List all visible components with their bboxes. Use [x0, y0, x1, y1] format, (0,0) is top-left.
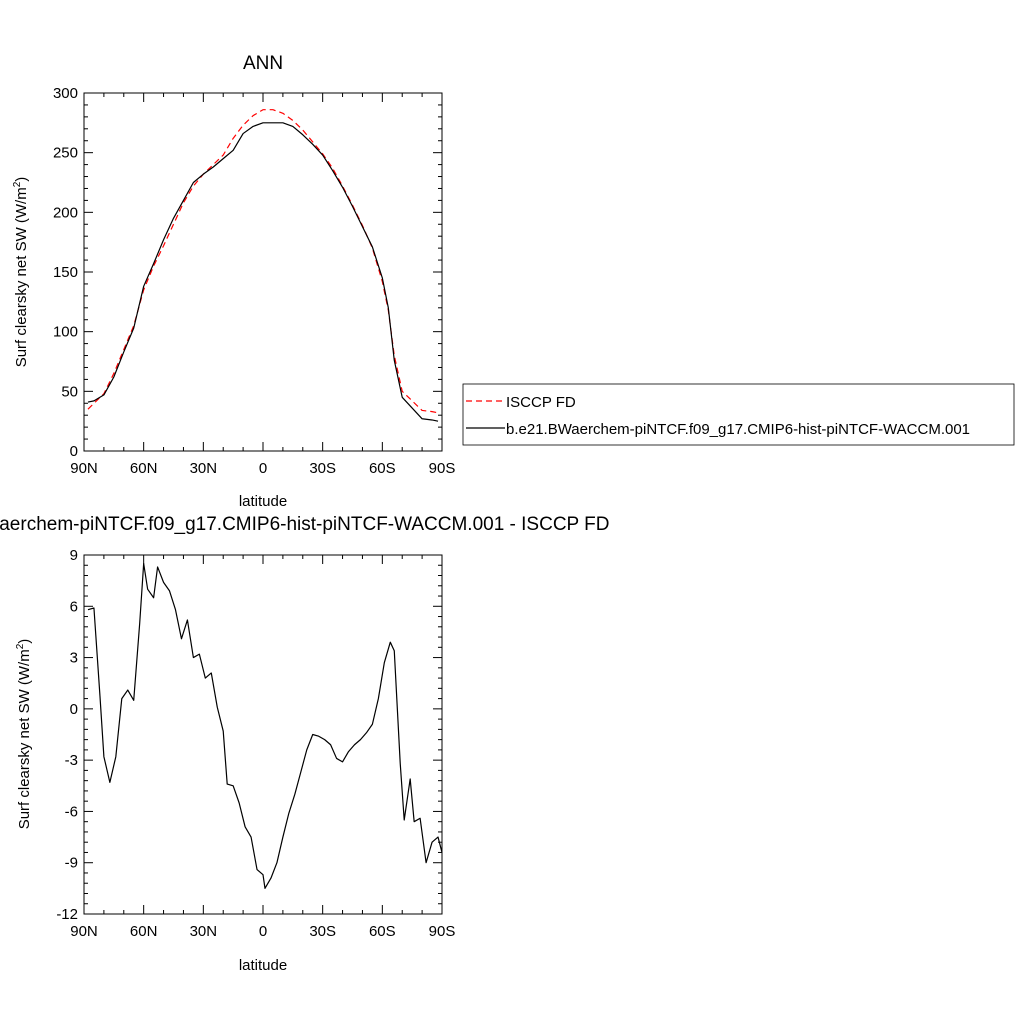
top-xtick-label: 60S — [369, 460, 396, 477]
bottom-panel-ylabel-sup: 2 — [15, 643, 26, 649]
top-xtick-label: 60N — [130, 460, 158, 477]
top-xtick-label: 90S — [429, 460, 456, 477]
top-xtick-label: 30S — [309, 460, 336, 477]
top-panel-tick-labels: 90N 60N 30N 0 30S 60S 90S 0 50 100 150 200 250 300 — [53, 85, 455, 477]
bottom-panel: b.e21.BWaerchem-piNTCF.f09_g17.CMIP6-his… — [0, 514, 609, 974]
top-ytick-label: 0 — [70, 443, 78, 460]
bottom-panel-series — [87, 562, 443, 889]
bottom-panel-tick-labels: 90N 60N 30N 0 30S 60S 90S -12 -9 -6 -3 0 3 6 9 — [56, 547, 455, 940]
legend: ISCCP FD b.e21.BWaerchem-piNTCF.f09_g17.… — [462, 383, 1015, 446]
bottom-xtick-label: 30N — [190, 923, 218, 940]
top-xtick-label: 30N — [190, 460, 218, 477]
legend-label-model: b.e21.BWaerchem-piNTCF.f09_g17.CMIP6-his… — [506, 421, 970, 438]
bottom-xtick-label: 60S — [369, 923, 396, 940]
top-panel-xlabel: latitude — [239, 493, 287, 510]
top-ytick-label: 250 — [53, 145, 78, 162]
bottom-ytick-label: -9 — [65, 855, 78, 872]
legend-box — [462, 383, 1015, 446]
top-ytick-label: 150 — [53, 264, 78, 281]
top-panel-series — [87, 109, 439, 422]
bottom-ytick-label: 9 — [70, 547, 78, 564]
top-xtick-label: 90N — [70, 460, 98, 477]
top-panel-ylabel-sup: 2 — [12, 181, 23, 187]
top-ytick-label: 300 — [53, 85, 78, 102]
top-panel: ANN 90N 60N 30N 0 30S 60S 90S 0 50 100 150 200 250 30… — [12, 53, 1015, 510]
bottom-panel-ylabel: Surf clearsky net SW (W/m2) — [15, 639, 33, 830]
top-panel-frame — [83, 92, 443, 452]
bottom-ytick-label: -3 — [65, 752, 78, 769]
top-ytick-label: 50 — [61, 383, 78, 400]
top-xtick-label: 0 — [259, 460, 267, 477]
top-panel-ylabel: Surf clearsky net SW (W/m2) — [12, 177, 30, 368]
bottom-ytick-label: 0 — [70, 701, 78, 718]
bottom-ytick-label: 6 — [70, 598, 78, 615]
bottom-ytick-label: -6 — [65, 803, 78, 820]
bottom-panel-ylabel-main: Surf clearsky net SW (W/m — [16, 649, 33, 829]
top-panel-ylabel-main: Surf clearsky net SW (W/m — [13, 187, 30, 367]
bottom-panel-ticks — [83, 554, 443, 915]
bottom-panel-ylabel-end: ) — [16, 639, 33, 644]
top-panel-ticks — [83, 92, 443, 452]
bottom-xtick-label: 0 — [259, 923, 267, 940]
bottom-xtick-label: 90N — [70, 923, 98, 940]
bottom-ytick-label: -12 — [56, 906, 78, 923]
top-ytick-label: 100 — [53, 324, 78, 341]
top-series-line-0 — [87, 109, 439, 414]
top-panel-ylabel-end: ) — [13, 177, 30, 182]
bottom-panel-title: b.e21.BWaerchem-piNTCF.f09_g17.CMIP6-his… — [0, 514, 609, 535]
bottom-xtick-label: 60N — [130, 923, 158, 940]
bottom-panel-frame — [83, 554, 443, 915]
top-ytick-label: 200 — [53, 204, 78, 221]
top-series-line-1 — [87, 122, 439, 422]
bottom-ytick-label: 3 — [70, 650, 78, 667]
bottom-xtick-label: 30S — [309, 923, 336, 940]
bottom-xtick-label: 90S — [429, 923, 456, 940]
top-panel-title: ANN — [243, 53, 283, 74]
bottom-series-line-0 — [87, 562, 443, 889]
legend-label-isccp: ISCCP FD — [506, 394, 576, 411]
bottom-panel-xlabel: latitude — [239, 957, 287, 974]
